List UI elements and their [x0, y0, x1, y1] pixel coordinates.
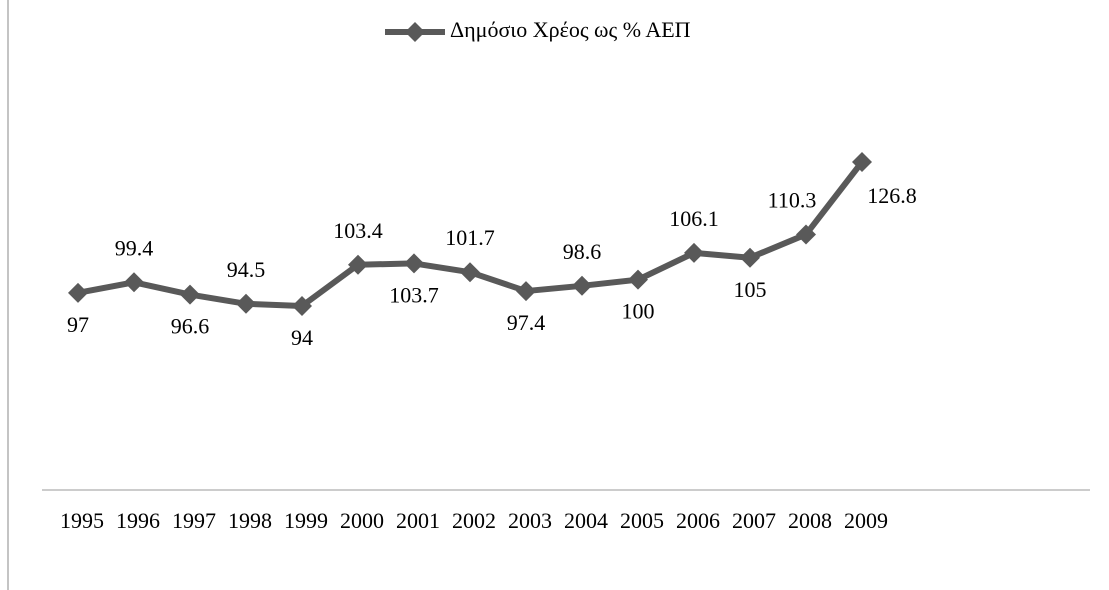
- data-label: 106.1: [669, 206, 719, 231]
- x-tick-label: 2004: [564, 508, 608, 533]
- x-tick-label: 2005: [620, 508, 664, 533]
- x-tick-label: 1998: [228, 508, 272, 533]
- data-label: 100: [622, 299, 655, 324]
- x-tick-label: 2001: [396, 508, 440, 533]
- data-point: [628, 269, 648, 290]
- x-tick-label: 2002: [452, 508, 496, 533]
- data-label: 99.4: [115, 235, 154, 260]
- data-label: 94: [291, 325, 313, 350]
- data-label: 97.4: [507, 310, 546, 335]
- data-label: 105: [734, 277, 767, 302]
- data-point: [180, 284, 200, 305]
- data-label: 96.6: [171, 314, 210, 339]
- data-label: 103.7: [389, 282, 439, 307]
- data-label: 110.3: [768, 187, 817, 212]
- data-label: 101.7: [445, 225, 495, 250]
- data-point: [68, 282, 88, 303]
- data-label: 103.4: [333, 218, 383, 243]
- x-tick-label: 2003: [508, 508, 552, 533]
- data-point: [236, 293, 256, 314]
- data-point: [348, 254, 368, 275]
- data-label: 98.6: [563, 239, 602, 264]
- data-point: [124, 272, 144, 293]
- data-label: 94.5: [227, 257, 266, 282]
- data-point: [292, 296, 312, 316]
- data-point: [460, 262, 480, 283]
- x-tick-label: 2008: [788, 508, 832, 533]
- data-point: [404, 253, 424, 274]
- data-point: [684, 242, 704, 263]
- data-point: [740, 247, 760, 268]
- data-point: [572, 275, 592, 296]
- x-tick-label: 1995: [60, 508, 104, 533]
- x-tick-label: 2000: [340, 508, 384, 533]
- x-tick-label: 2006: [676, 508, 720, 533]
- legend-marker: [405, 22, 425, 42]
- x-tick-label: 1999: [284, 508, 328, 533]
- x-tick-label: 2009: [844, 508, 888, 533]
- x-tick-label: 1996: [116, 508, 160, 533]
- data-point: [852, 152, 872, 172]
- legend-label: Δημόσιο Χρέος ως % ΑΕΠ: [450, 17, 691, 42]
- data-label: 126.8: [867, 183, 917, 208]
- x-tick-label: 2007: [732, 508, 776, 533]
- x-tick-label: 1997: [172, 508, 216, 533]
- data-point: [516, 281, 536, 302]
- data-point: [796, 224, 816, 245]
- data-label: 97: [67, 312, 89, 337]
